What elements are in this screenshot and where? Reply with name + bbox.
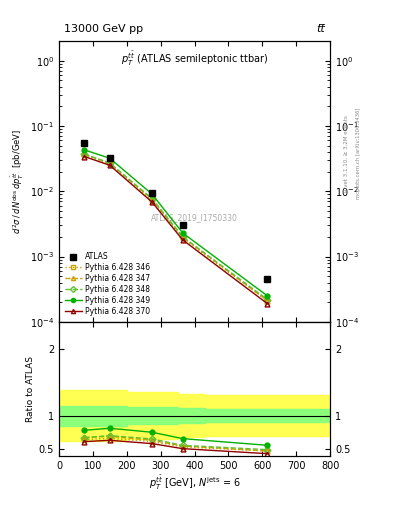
Text: 13000 GeV pp: 13000 GeV pp bbox=[64, 24, 143, 34]
Y-axis label: $d^2\sigma\,/\,dN^{\rm obs}\,dp^{\bar{t}t}_{T}$  [pb/GeV]: $d^2\sigma\,/\,dN^{\rm obs}\,dp^{\bar{t}… bbox=[9, 129, 26, 234]
X-axis label: $p^{t\bar{t}}_T$ [GeV], $N^{\rm jets}$ = 6: $p^{t\bar{t}}_T$ [GeV], $N^{\rm jets}$ =… bbox=[149, 473, 241, 492]
Text: ATLAS_2019_I1750330: ATLAS_2019_I1750330 bbox=[151, 214, 238, 222]
Text: tt̅: tt̅ bbox=[316, 24, 325, 34]
Text: $p_T^{t\bar{t}}$ (ATLAS semileptonic ttbar): $p_T^{t\bar{t}}$ (ATLAS semileptonic ttb… bbox=[121, 49, 268, 68]
Legend: ATLAS, Pythia 6.428 346, Pythia 6.428 347, Pythia 6.428 348, Pythia 6.428 349, P: ATLAS, Pythia 6.428 346, Pythia 6.428 34… bbox=[63, 250, 152, 318]
Text: Rivet 3.1.10, ≥ 3.2M events: Rivet 3.1.10, ≥ 3.2M events bbox=[344, 115, 349, 192]
Text: mcplots.cern.ch [arXiv:1306.3436]: mcplots.cern.ch [arXiv:1306.3436] bbox=[356, 108, 361, 199]
Y-axis label: Ratio to ATLAS: Ratio to ATLAS bbox=[26, 356, 35, 422]
